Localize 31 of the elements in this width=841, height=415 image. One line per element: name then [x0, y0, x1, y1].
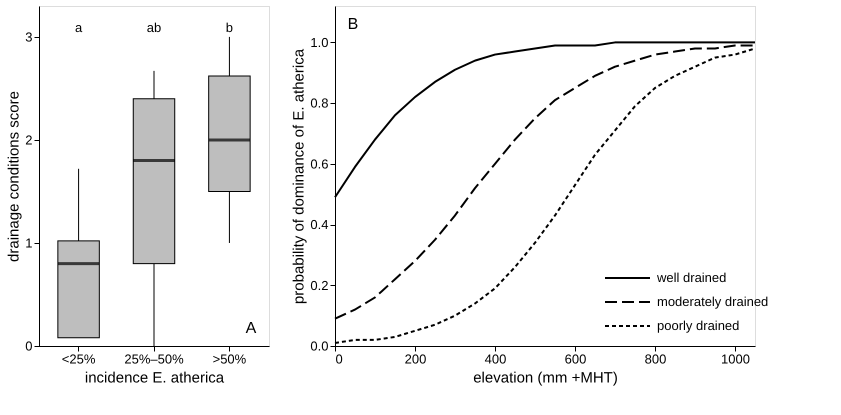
x-tick-label: 1000: [721, 352, 750, 366]
annotation: B: [348, 16, 358, 33]
y-tick-label: 0.2: [310, 278, 328, 293]
y-tick-label: 0.6: [310, 156, 328, 172]
y-tick-label: 0: [25, 338, 32, 354]
y-tick-label: 3: [25, 29, 32, 44]
legend-label: well drained: [656, 270, 726, 285]
y-tick-label: 1: [25, 235, 32, 250]
x-tick-label: 600: [564, 352, 586, 366]
x-tick-label: 400: [484, 352, 506, 366]
x-tick-label: 800: [644, 352, 666, 366]
x-tick-label: 25%–50%: [124, 352, 184, 366]
legend-label: moderately drained: [657, 294, 768, 309]
x-axis-title: elevation (mm +MHT): [473, 370, 618, 386]
legend-label: poorly drained: [657, 318, 740, 333]
annotation: a: [74, 20, 83, 35]
annotation: ab: [146, 20, 162, 35]
y-axis-title: probability of dominance of E. atherica: [290, 48, 308, 304]
y-tick-label: 2: [25, 132, 32, 148]
x-tick-label: <25%: [62, 352, 96, 366]
x-axis-title: incidence E. atherica: [84, 370, 225, 386]
y-tick-label: 1.0: [310, 34, 328, 50]
y-tick-label: 0.0: [310, 338, 328, 354]
y-axis-title: drainage conditions score: [5, 91, 22, 262]
y-tick-label: 0.8: [310, 96, 328, 111]
annotation: b: [226, 20, 234, 35]
annotation: A: [246, 320, 257, 337]
x-tick-label: >50%: [212, 352, 247, 366]
x-tick-label: 0: [336, 352, 343, 366]
y-tick-label: 0.4: [310, 217, 328, 232]
x-tick-label: 200: [404, 352, 426, 366]
